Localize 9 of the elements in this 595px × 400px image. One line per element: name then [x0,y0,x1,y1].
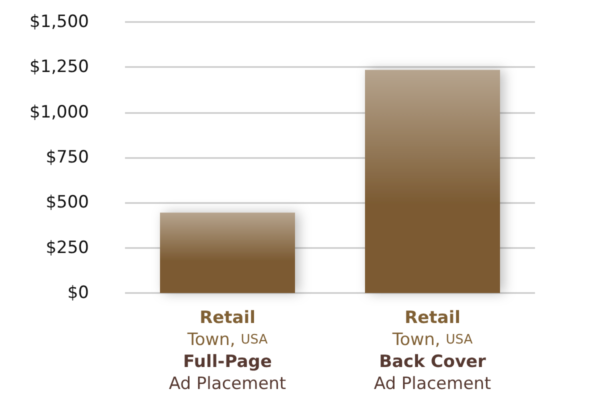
y-tick-label: $750 [46,148,89,168]
x-tick-label: Retail Town, USA Back Cover Ad Placement [374,308,492,394]
y-tick-label: $0 [67,283,89,303]
x-tick-label: Retail Town, USA Full-Page Ad Placement [168,308,286,394]
y-tick-label: $250 [46,238,89,258]
y-tick-label: $500 [46,192,89,213]
y-tick-label: $1,250 [30,57,89,78]
y-tick-label: $1,000 [30,102,89,122]
y-tick-label: $1,500 [30,12,89,32]
